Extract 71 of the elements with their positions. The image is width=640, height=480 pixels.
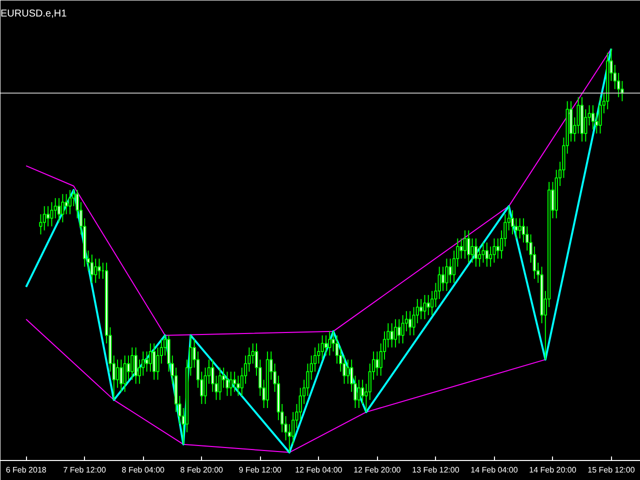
candlestick (328, 330, 332, 356)
candlestick (236, 375, 240, 396)
candlestick (130, 346, 134, 380)
candlestick (496, 238, 500, 260)
candlestick (116, 359, 120, 388)
candlestick (482, 242, 485, 264)
chart-title: EURUSD.e,H1 (0, 8, 68, 20)
candlestick (232, 371, 236, 392)
candlestick (134, 346, 138, 384)
candlestick (90, 254, 94, 284)
candlestick (419, 298, 423, 320)
candlestick (510, 210, 514, 235)
candlestick (460, 238, 463, 260)
candlestick (398, 318, 401, 344)
x-tick-label: 13 Feb 12:00 (412, 466, 460, 474)
candlestick (518, 218, 522, 239)
candlestick (42, 206, 46, 231)
candlestick (584, 108, 588, 142)
x-tick-label: 12 Feb 04:00 (295, 466, 343, 474)
x-tick-label: 14 Feb 04:00 (470, 466, 518, 474)
candlestick (463, 230, 467, 260)
candlestick (320, 334, 324, 360)
candlestick (470, 238, 474, 264)
candlestick (376, 351, 379, 376)
x-tick-label: 6 Feb 2018 (6, 466, 47, 474)
candlestick (98, 258, 101, 280)
x-tick-label: 14 Feb 20:00 (529, 466, 577, 474)
candlestick (445, 258, 448, 292)
candlestick (229, 371, 232, 396)
candlestick (408, 310, 412, 336)
x-tick-label: 12 Feb 20:00 (354, 466, 402, 474)
candlestick (120, 359, 123, 392)
candlestick (211, 359, 214, 392)
candlestick (426, 294, 430, 316)
candlestick (346, 359, 350, 384)
candlestick (441, 266, 445, 292)
candlestick (448, 258, 452, 284)
candlestick (390, 322, 394, 348)
candlestick (492, 238, 496, 264)
candlestick (145, 351, 148, 372)
candlestick (598, 96, 602, 134)
candlestick (61, 194, 64, 223)
candlestick (64, 194, 68, 215)
candlestick (123, 355, 126, 392)
candlestick (394, 318, 398, 348)
x-tick-label: 8 Feb 20:00 (180, 466, 224, 474)
candlestick (474, 238, 478, 268)
candlestick (438, 266, 441, 300)
candlestick (68, 190, 72, 215)
candlestick (126, 355, 130, 380)
candlestick (591, 104, 595, 130)
candlestick (467, 230, 470, 264)
candlestick (226, 371, 229, 396)
candlestick (357, 379, 360, 409)
x-tick-label: 8 Feb 04:00 (122, 466, 166, 474)
candlestick (148, 342, 152, 372)
candlestick (401, 314, 404, 344)
x-tick-label: 9 Feb 12:00 (238, 466, 282, 474)
candlestick (324, 334, 328, 356)
x-tick-label: 15 Feb 12:00 (588, 466, 636, 474)
candlestick (57, 198, 61, 223)
candlestick (94, 258, 98, 284)
candlestick (218, 367, 222, 400)
candlestick (50, 202, 54, 227)
candlestick (152, 342, 156, 380)
x-tick-label: 7 Feb 12:00 (63, 466, 107, 474)
candlestick (485, 242, 488, 268)
candlestick (478, 246, 482, 268)
candlestick (423, 294, 426, 320)
candlestick (54, 198, 57, 219)
candlestick (46, 206, 50, 227)
